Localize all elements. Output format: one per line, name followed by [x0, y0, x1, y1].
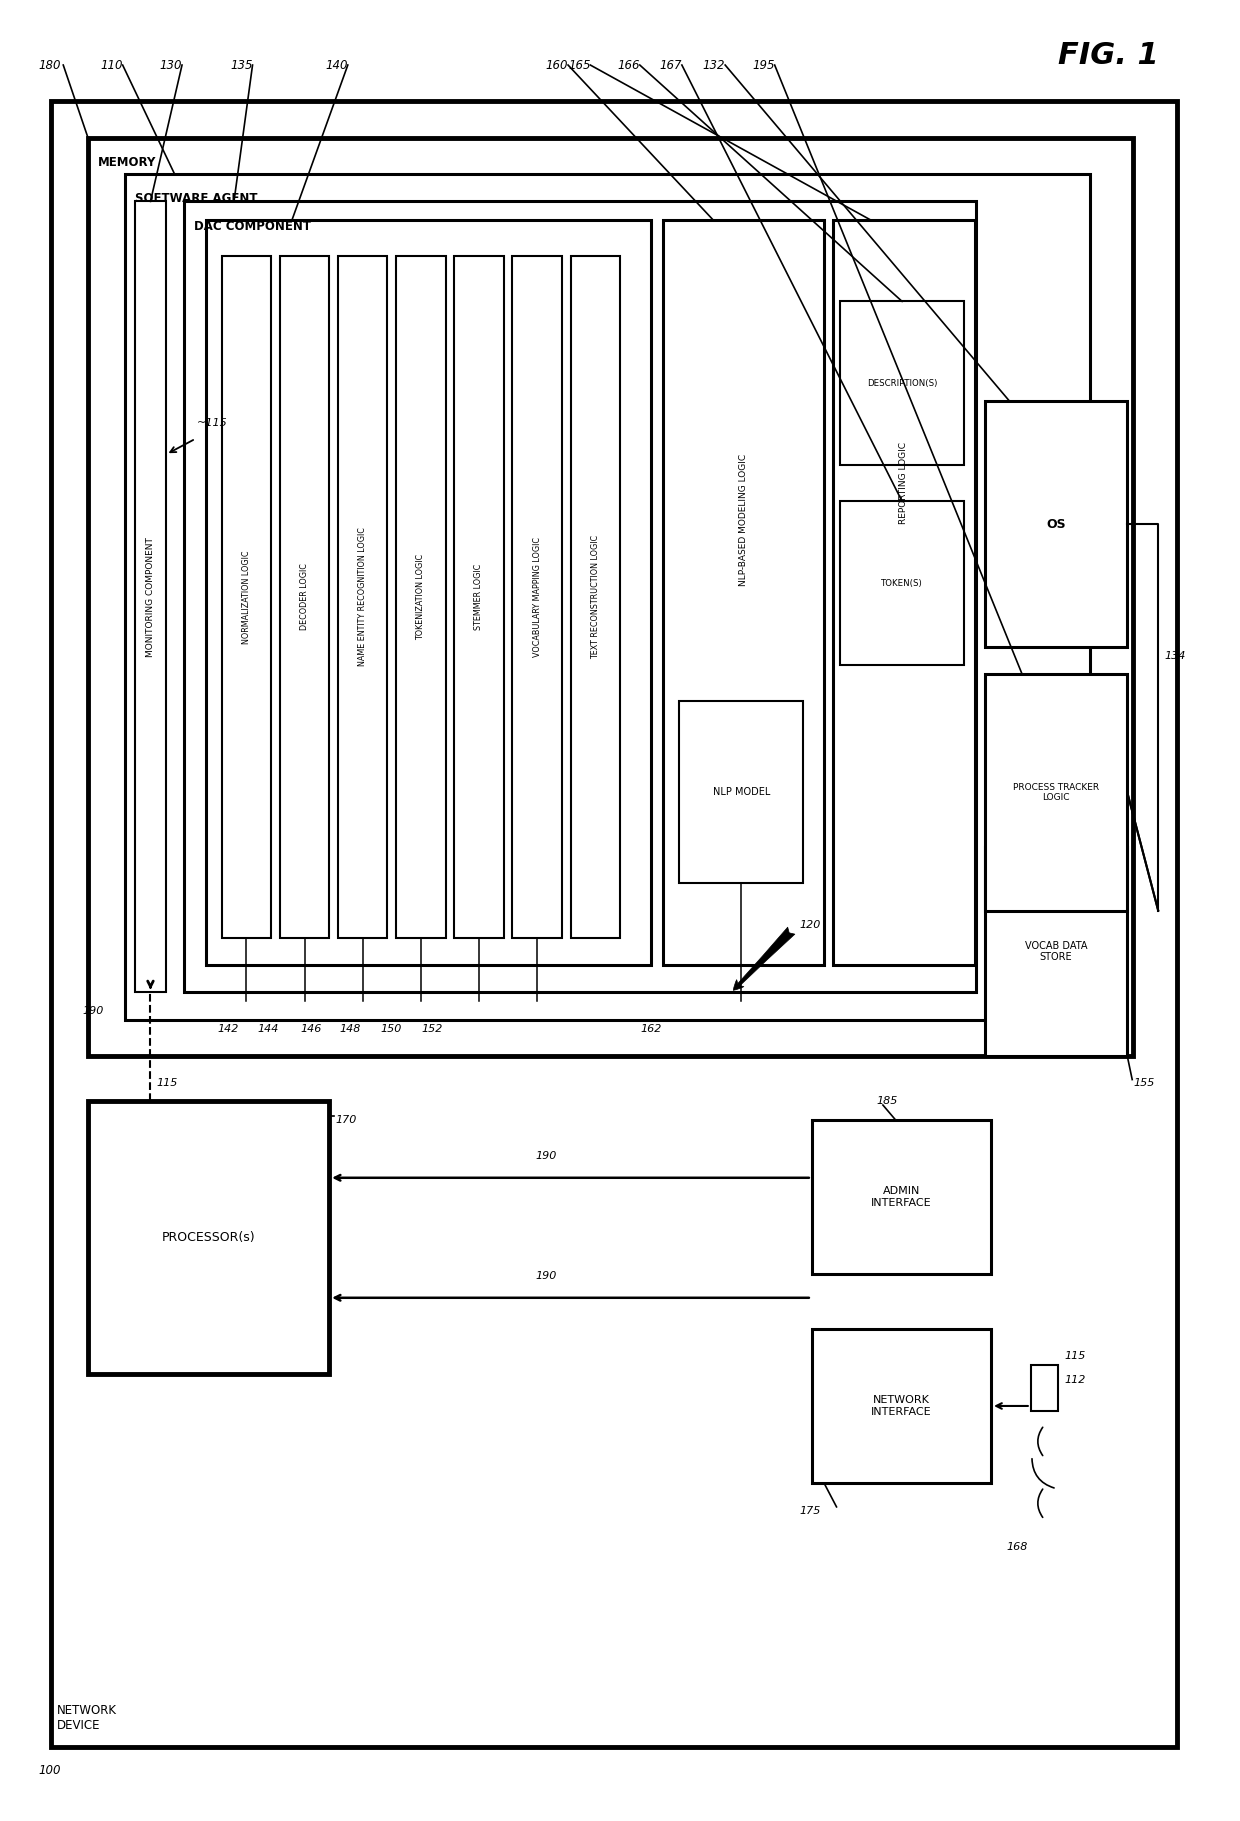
Text: DESCRIPTION(S): DESCRIPTION(S): [867, 379, 937, 388]
Text: ~115: ~115: [197, 417, 228, 428]
Text: 130: 130: [160, 58, 182, 71]
Text: 132: 132: [703, 58, 725, 71]
Text: 100: 100: [38, 1765, 61, 1777]
Text: 180: 180: [38, 58, 61, 71]
Text: REPORTING LOGIC: REPORTING LOGIC: [899, 443, 909, 524]
Text: NETWORK
DEVICE: NETWORK DEVICE: [57, 1704, 117, 1732]
Text: 155: 155: [1133, 1078, 1154, 1089]
Bar: [88, 138, 1133, 1056]
Text: VOCABULARY MAPPING LOGIC: VOCABULARY MAPPING LOGIC: [533, 537, 542, 657]
Bar: [663, 220, 825, 965]
Text: 190: 190: [536, 1151, 557, 1162]
Text: 135: 135: [231, 58, 253, 71]
Bar: [985, 674, 1127, 910]
Text: 166: 166: [618, 58, 640, 71]
Text: 185: 185: [877, 1096, 898, 1107]
Bar: [812, 1120, 991, 1275]
Text: 190: 190: [82, 1005, 104, 1016]
Text: 120: 120: [800, 920, 821, 931]
Text: DECODER LOGIC: DECODER LOGIC: [300, 563, 309, 630]
Bar: [206, 220, 651, 965]
Text: 152: 152: [422, 1023, 443, 1034]
Text: DAC COMPONENT: DAC COMPONENT: [195, 220, 311, 233]
Bar: [570, 257, 620, 938]
Text: PROCESSOR(s): PROCESSOR(s): [161, 1231, 255, 1244]
Text: 112: 112: [1064, 1375, 1085, 1384]
Text: 162: 162: [640, 1023, 662, 1034]
Bar: [339, 257, 387, 938]
Text: 167: 167: [660, 58, 682, 71]
Text: 195: 195: [753, 58, 775, 71]
Text: PROCESS TRACKER
LOGIC: PROCESS TRACKER LOGIC: [1013, 783, 1099, 801]
Text: 168: 168: [1006, 1542, 1028, 1551]
Text: VOCAB DATA
STORE: VOCAB DATA STORE: [1025, 941, 1087, 961]
Text: 148: 148: [340, 1023, 361, 1034]
Bar: [1030, 1366, 1058, 1411]
Bar: [88, 1102, 330, 1375]
Text: 150: 150: [381, 1023, 402, 1034]
Text: 144: 144: [258, 1023, 279, 1034]
Text: 134: 134: [1164, 650, 1185, 661]
Text: NORMALIZATION LOGIC: NORMALIZATION LOGIC: [242, 550, 250, 643]
Text: ADMIN
INTERFACE: ADMIN INTERFACE: [872, 1185, 931, 1207]
Bar: [985, 847, 1127, 1056]
Bar: [185, 202, 976, 992]
Text: 160: 160: [546, 58, 568, 71]
Text: NLP MODEL: NLP MODEL: [713, 787, 770, 798]
Text: TEXT RECONSTRUCTION LOGIC: TEXT RECONSTRUCTION LOGIC: [590, 535, 600, 659]
Text: 110: 110: [100, 58, 123, 71]
Text: NLP-BASED MODELING LOGIC: NLP-BASED MODELING LOGIC: [739, 453, 748, 586]
Text: SOFTWARE AGENT: SOFTWARE AGENT: [135, 193, 258, 206]
Bar: [454, 257, 503, 938]
Text: NETWORK
INTERFACE: NETWORK INTERFACE: [872, 1395, 931, 1417]
Bar: [812, 1329, 991, 1484]
Text: 115: 115: [156, 1078, 179, 1089]
Text: 142: 142: [217, 1023, 238, 1034]
Text: MEMORY: MEMORY: [98, 157, 156, 169]
Text: 190: 190: [536, 1271, 557, 1280]
Bar: [841, 302, 963, 464]
Text: STEMMER LOGIC: STEMMER LOGIC: [475, 565, 484, 630]
Bar: [280, 257, 330, 938]
Bar: [833, 220, 975, 965]
Text: NAME ENTITY RECOGNITION LOGIC: NAME ENTITY RECOGNITION LOGIC: [358, 528, 367, 666]
Text: 140: 140: [326, 58, 348, 71]
Text: TOKEN(S): TOKEN(S): [882, 579, 923, 588]
Bar: [396, 257, 445, 938]
Text: 146: 146: [300, 1023, 321, 1034]
Bar: [222, 257, 272, 938]
Bar: [512, 257, 562, 938]
Text: 170: 170: [336, 1114, 357, 1125]
Text: 165: 165: [568, 58, 590, 71]
Text: 175: 175: [800, 1506, 821, 1515]
Bar: [985, 401, 1127, 646]
Bar: [125, 175, 1090, 1020]
Bar: [680, 701, 804, 883]
Text: MONITORING COMPONENT: MONITORING COMPONENT: [146, 537, 155, 657]
Bar: [841, 501, 963, 665]
Bar: [135, 202, 166, 992]
Text: OS: OS: [1047, 517, 1066, 530]
Text: TOKENIZATION LOGIC: TOKENIZATION LOGIC: [417, 554, 425, 639]
Text: 115: 115: [1064, 1351, 1085, 1360]
Text: FIG. 1: FIG. 1: [1058, 42, 1159, 71]
